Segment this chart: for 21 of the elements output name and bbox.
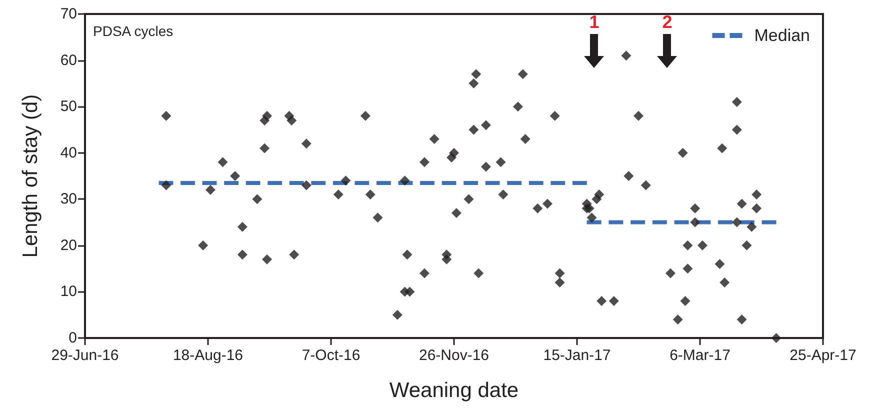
y-tick-label: 60 (60, 52, 77, 69)
x-tick-label: 25-Apr-17 (790, 347, 856, 364)
y-tick-label: 70 (60, 6, 77, 22)
y-tick-label: 10 (60, 283, 77, 300)
x-tick-label: 6-Mar-17 (670, 347, 730, 364)
x-tick-label: 7-Oct-16 (302, 347, 360, 364)
x-tick-label: 18-Aug-16 (172, 347, 244, 364)
annotation: 2 (661, 12, 674, 32)
y-tick-label: 50 (60, 98, 77, 116)
annotation: PDSA cycles (93, 23, 174, 39)
x-tick-label: 15-Jan-17 (543, 347, 611, 364)
x-axis-title: Weaning date (389, 379, 519, 402)
y-axis-title: Length of stay (d) (19, 94, 42, 258)
legend-label: Median (754, 26, 810, 45)
annotation: 1 (588, 12, 600, 32)
y-tick-label: 40 (60, 144, 77, 162)
x-tick-label: 29-Jun-16 (51, 347, 119, 364)
y-tick-label: 20 (60, 236, 77, 254)
x-tick-label: 26-Nov-16 (418, 347, 490, 364)
y-tick-label: 30 (60, 190, 77, 208)
y-tick-label: 0 (68, 330, 77, 346)
